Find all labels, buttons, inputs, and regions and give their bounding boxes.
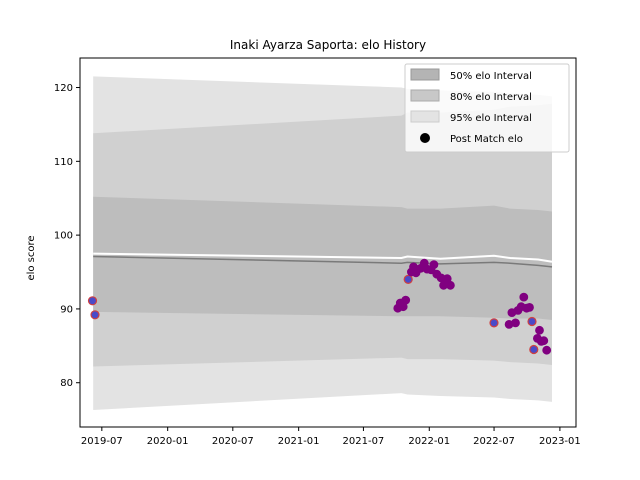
legend-swatch-50 [410,68,440,81]
x-axis: 2019-07 2020-01 2020-07 2021-01 2021-07 2022-… [81,427,581,447]
post-match-elo-point [525,302,534,312]
y-tick-label: 110 [54,157,73,168]
mean-elo-line [93,255,553,268]
band-50-interval [93,196,552,320]
y-tick-label: 90 [60,304,73,315]
legend-label-95: 95% elo Interval [450,113,532,124]
x-tick-label: 2020-07 [212,436,254,447]
post-match-elo-point [529,344,539,355]
post-match-elo-point [535,325,544,335]
legend-swatch-80 [410,89,440,102]
upper-elo-line [93,252,553,263]
x-tick-label: 2019-07 [81,436,123,447]
x-tick-label: 2020-01 [147,436,189,447]
legend-marker-post-match [420,133,430,143]
y-tick-label: 80 [60,378,73,389]
legend-label-50: 50% elo Interval [450,71,532,82]
y-tick-label: 100 [54,231,73,242]
legend-frame [404,63,570,153]
post-match-elo-point [542,345,552,355]
post-match-elo-point [511,318,520,328]
y-tick-label: 120 [54,83,73,94]
chart-title: Inaki Ayarza Saporta: elo History [230,38,426,52]
plot-area [87,76,553,411]
legend-label-post-match: Post Match elo [450,134,523,145]
x-tick-label: 2021-07 [343,436,385,447]
x-tick-label: 2022-01 [408,436,450,447]
post-match-elo-point [403,274,413,284]
post-match-elo-point [429,260,439,270]
y-axis: 80 90 100 110 120 [54,83,80,389]
y-axis-label: elo score [26,235,37,280]
legend-label-80: 80% elo Interval [450,92,532,103]
post-match-elo-point [527,316,537,327]
post-match-elo-point [539,336,549,346]
post-match-elo-point [519,292,529,302]
legend: 50% elo Interval 80% elo Interval 95% el… [404,63,570,153]
x-tick-label: 2023-01 [539,436,581,447]
post-match-elo-point [87,296,98,306]
legend-swatch-95 [410,110,440,123]
post-match-elo-point [489,318,499,328]
post-match-elo-point [401,295,411,305]
x-tick-label: 2021-01 [278,436,320,447]
post-match-elo-point [90,310,100,320]
plot-frame [79,57,577,428]
post-match-elo-point [445,280,455,290]
x-tick-label: 2022-07 [473,436,515,447]
